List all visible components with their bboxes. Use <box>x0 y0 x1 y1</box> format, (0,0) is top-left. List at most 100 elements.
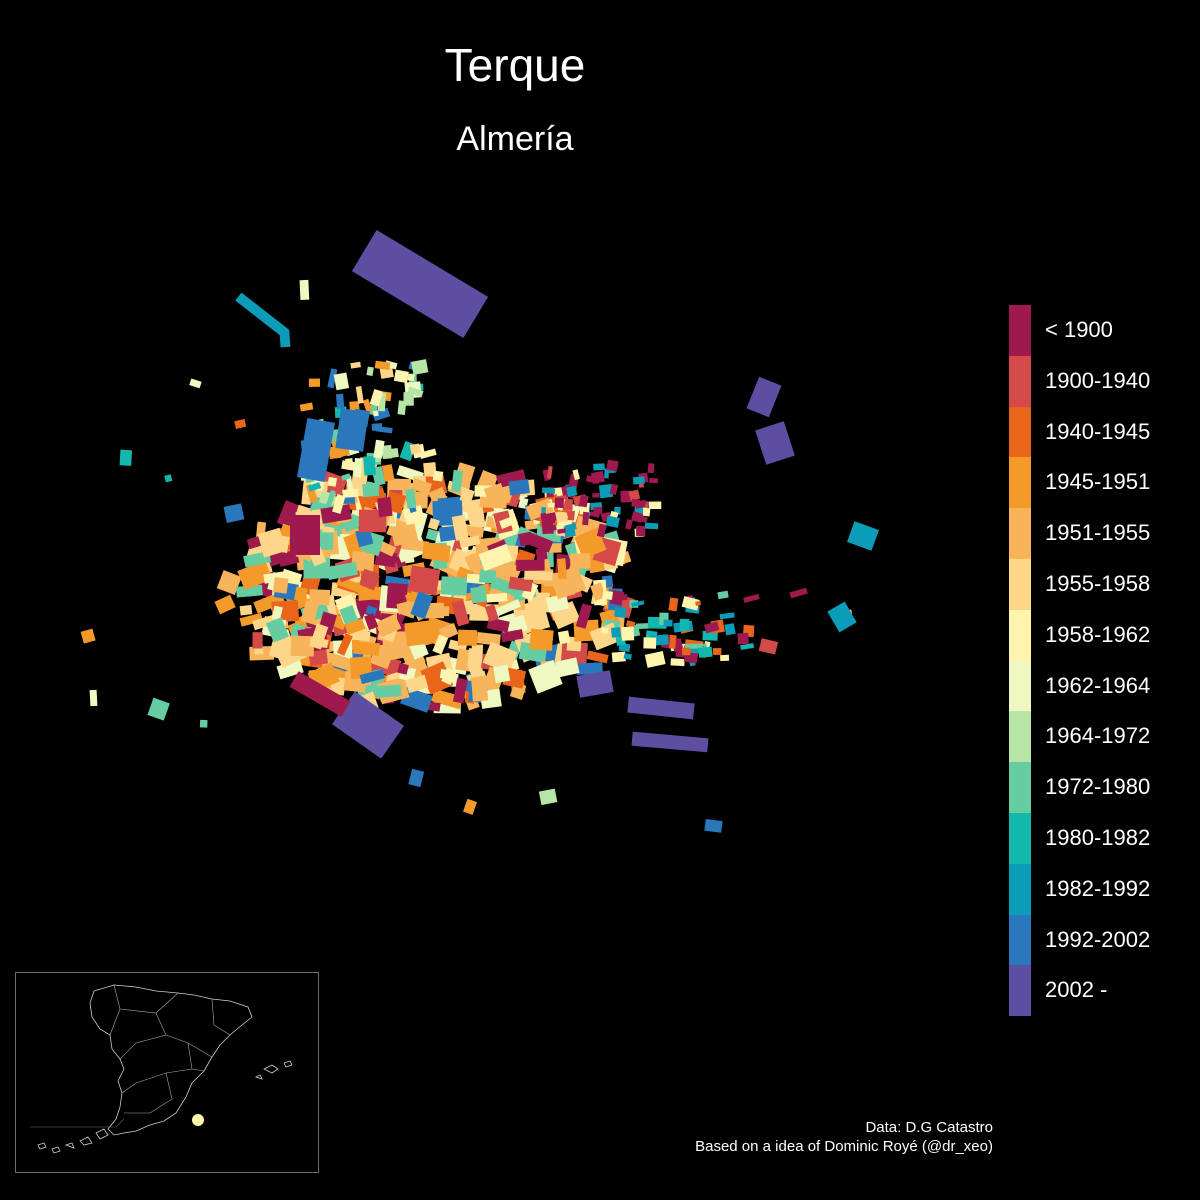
legend-swatch <box>1009 965 1031 1017</box>
building-footprint <box>386 582 408 610</box>
building-footprint <box>452 677 468 704</box>
building-footprint <box>596 523 607 538</box>
building-footprint <box>496 469 527 489</box>
building-footprint <box>410 478 433 495</box>
building-footprint <box>486 617 510 633</box>
building-footprint <box>528 659 563 694</box>
building-footprint <box>352 641 380 656</box>
building-footprint <box>631 600 645 607</box>
building-footprint <box>682 647 691 656</box>
building-footprint <box>575 603 593 629</box>
building-footprint <box>164 474 173 483</box>
legend-label: 1900-1940 <box>1045 367 1151 393</box>
building-footprint <box>605 515 620 528</box>
building-footprint <box>349 656 373 679</box>
building-footprint <box>189 378 202 389</box>
building-footprint <box>381 464 395 482</box>
building-footprint <box>541 487 556 494</box>
building-footprint <box>548 524 557 532</box>
building-footprint <box>89 689 98 707</box>
building-footprint <box>789 587 808 599</box>
building-footprint <box>582 511 590 526</box>
building-footprint <box>441 667 457 686</box>
building-footprint <box>755 421 795 465</box>
building-footprint <box>623 653 632 660</box>
legend-swatch <box>1009 914 1031 966</box>
building-footprint <box>679 618 690 631</box>
building-footprint <box>847 521 879 551</box>
legend-swatch <box>1009 355 1031 407</box>
building-footprint <box>239 612 263 627</box>
building-footprint <box>351 229 489 339</box>
building-footprint <box>199 719 208 728</box>
building-footprint <box>758 638 779 655</box>
building-footprint <box>470 586 488 604</box>
building-footprint <box>438 622 459 641</box>
building-footprint <box>525 498 554 521</box>
building-footprint <box>610 626 622 638</box>
building-footprint <box>365 481 381 494</box>
legend-swatch <box>1009 609 1031 661</box>
source-caption: Data: D.G Catastro Based on a idea of Do… <box>695 1118 993 1156</box>
building-footprint <box>257 527 287 558</box>
legend-item: 2002 - <box>1009 965 1189 1017</box>
building-footprint <box>430 606 450 617</box>
building-footprint <box>554 497 565 509</box>
building-footprint <box>631 498 641 508</box>
building-footprint <box>327 368 338 389</box>
building-footprint <box>309 623 329 650</box>
building-footprint <box>451 514 469 541</box>
legend-label: 1982-1992 <box>1045 875 1151 901</box>
building-footprint <box>336 633 353 656</box>
building-footprint <box>320 504 352 524</box>
building-footprint <box>631 731 709 753</box>
building-footprint <box>297 418 335 482</box>
building-footprint <box>625 620 636 628</box>
building-footprint <box>423 462 437 480</box>
legend-item: 1964-1972 <box>1009 711 1189 763</box>
building-footprint <box>293 586 308 602</box>
legend-item: 1945-1951 <box>1009 457 1189 509</box>
building-footprint <box>289 671 351 717</box>
building-footprint <box>437 496 461 515</box>
building-footprint <box>373 439 385 459</box>
building-footprint <box>484 604 499 622</box>
building-footprint <box>408 768 425 788</box>
spain-outline-map <box>30 984 293 1154</box>
building-footprint <box>300 600 319 625</box>
building-footprint <box>695 601 701 606</box>
location-marker <box>192 1114 204 1126</box>
building-footprint <box>431 688 464 710</box>
building-footprint <box>214 594 236 615</box>
building-footprint <box>704 818 723 833</box>
building-footprint <box>393 369 409 384</box>
building-footprint <box>119 449 133 466</box>
building-footprint <box>407 373 415 382</box>
building-footprint <box>246 536 262 550</box>
building-footprint <box>508 576 533 592</box>
building-footprint <box>712 648 722 655</box>
building-footprint <box>359 669 386 685</box>
legend-swatch <box>1009 406 1031 458</box>
building-footprint <box>405 674 429 694</box>
building-footprint <box>569 553 591 569</box>
building-footprint <box>546 593 569 613</box>
legend-item: 1972-1980 <box>1009 762 1189 813</box>
legend-item: 1980-1982 <box>1009 812 1189 864</box>
building-footprint <box>609 483 619 496</box>
legend-swatch <box>1009 558 1031 610</box>
building-age-map <box>80 229 879 833</box>
building-footprint <box>589 511 600 518</box>
building-footprint <box>566 509 573 516</box>
building-footprint <box>572 469 580 481</box>
building-footprint <box>740 643 754 650</box>
canary-frame <box>30 1118 125 1128</box>
building-footprint <box>440 576 468 596</box>
legend-item: 1962-1964 <box>1009 660 1189 712</box>
building-footprint <box>252 614 278 631</box>
building-footprint <box>648 501 662 510</box>
building-footprint <box>326 561 358 581</box>
building-footprint <box>604 468 609 479</box>
building-footprint <box>529 628 554 651</box>
building-footprint <box>335 408 369 452</box>
